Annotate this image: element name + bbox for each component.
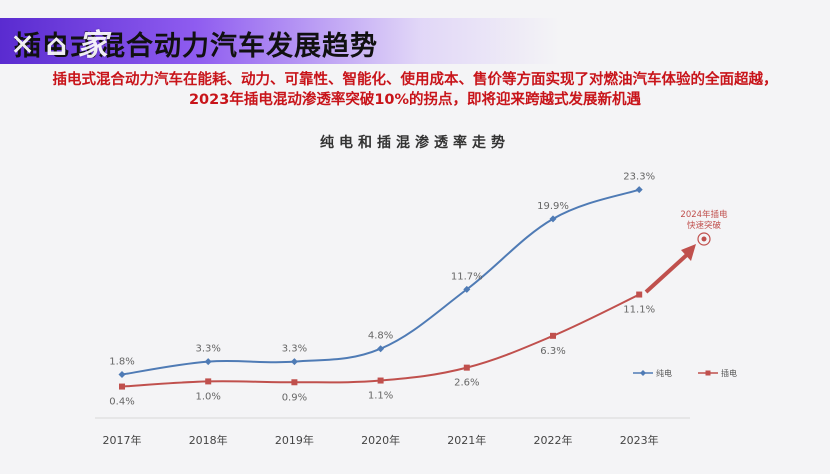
legend-marker-bev bbox=[640, 370, 646, 376]
data-point bbox=[118, 371, 126, 379]
legend-marker-phev bbox=[705, 370, 711, 376]
trend-arrow bbox=[644, 250, 692, 294]
watermark-logo: ✕ ⌂ 家 bbox=[10, 28, 108, 63]
data-point bbox=[635, 186, 643, 194]
x-tick-label: 2019年 bbox=[275, 433, 314, 447]
x-tick-label: 2018年 bbox=[189, 433, 228, 447]
data-label: 11.1% bbox=[623, 305, 655, 316]
x-tick-label: 2023年 bbox=[620, 433, 659, 447]
data-label: 6.3% bbox=[540, 346, 565, 357]
legend-label-bev: 纯电 bbox=[656, 368, 672, 378]
data-point bbox=[550, 332, 556, 339]
x-tick-label: 2020年 bbox=[361, 433, 400, 447]
title-banner bbox=[0, 18, 560, 64]
data-label: 1.8% bbox=[109, 357, 134, 368]
data-point bbox=[204, 358, 212, 366]
data-point bbox=[463, 285, 471, 293]
target-icon-center bbox=[701, 236, 707, 242]
data-label: 11.7% bbox=[451, 271, 483, 282]
data-point bbox=[463, 364, 470, 371]
data-point bbox=[119, 383, 125, 390]
data-label: 4.8% bbox=[368, 331, 393, 342]
data-label: 19.9% bbox=[537, 201, 569, 212]
subtitle-line-1: 插电式混合动力汽车在能耗、动力、可靠性、智能化、使用成本、售价等方面实现了对燃油… bbox=[52, 72, 778, 88]
chart-title: 纯电和插混渗透率走势 bbox=[320, 135, 510, 151]
subtitle-line-2: 2023年插电混动渗透率突破10%的拐点，即将迎来跨越式发展新机遇 bbox=[188, 92, 642, 108]
trend-arrow-head bbox=[681, 244, 696, 261]
data-point bbox=[290, 358, 298, 366]
x-tick-label: 2017年 bbox=[103, 433, 142, 447]
subtitle: 插电式混合动力汽车在能耗、动力、可靠性、智能化、使用成本、售价等方面实现了对燃油… bbox=[0, 70, 830, 110]
data-label: 0.4% bbox=[109, 397, 134, 408]
data-label: 1.1% bbox=[368, 391, 393, 402]
page-title: 插电式混合动力汽车发展趋势 bbox=[14, 31, 378, 62]
data-label: 1.0% bbox=[195, 391, 220, 402]
data-label: 3.3% bbox=[282, 344, 307, 355]
data-label: 3.3% bbox=[195, 344, 220, 355]
annotation-line-1: 2024年插电 bbox=[680, 209, 728, 220]
data-point bbox=[377, 345, 385, 353]
data-label: 0.9% bbox=[282, 392, 307, 403]
x-tick-label: 2021年 bbox=[447, 433, 486, 447]
data-point bbox=[636, 291, 643, 298]
legend-label-phev: 插电 bbox=[721, 368, 737, 378]
annotation-line-2: 快速突破 bbox=[687, 220, 722, 231]
data-point bbox=[549, 215, 557, 223]
data-point bbox=[291, 379, 298, 386]
x-tick-label: 2022年 bbox=[534, 433, 573, 447]
data-label: 23.3% bbox=[623, 172, 655, 183]
data-point bbox=[377, 377, 384, 384]
data-label: 2.6% bbox=[454, 378, 479, 389]
data-point bbox=[205, 378, 212, 385]
target-icon bbox=[697, 232, 711, 246]
